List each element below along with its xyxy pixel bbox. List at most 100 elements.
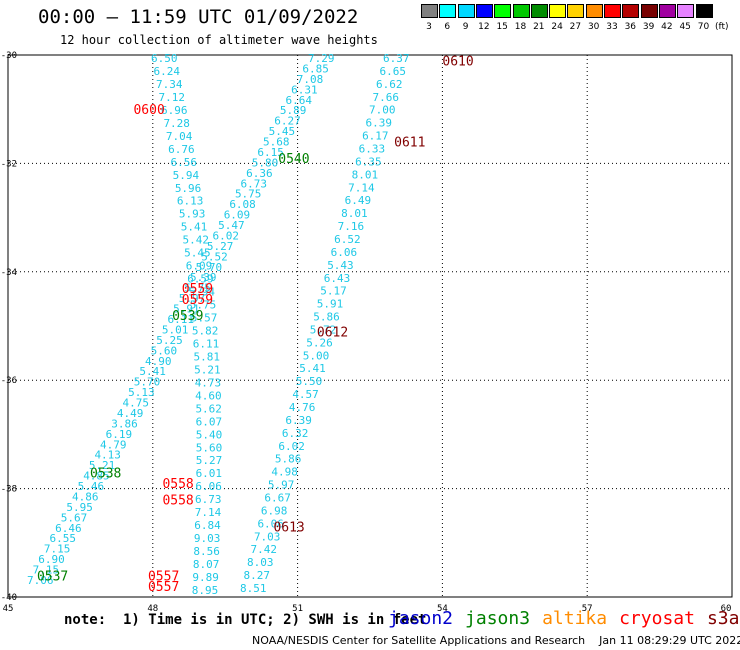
wave-height-value: 5.26	[306, 336, 333, 349]
legend-swatch-label: 30	[587, 22, 600, 32]
wave-height-value: 7.16	[338, 220, 365, 233]
wave-height-value: 5.40	[196, 428, 223, 441]
latitude-tick-label: -30	[1, 51, 17, 61]
wave-height-value: 6.11	[168, 313, 195, 326]
wave-height-value: 8.03	[247, 556, 274, 569]
wave-height-value: 6.27	[274, 115, 301, 128]
wave-height-value: 8.95	[192, 584, 219, 597]
legend-swatch	[439, 4, 457, 18]
legend-swatch	[604, 4, 621, 18]
wave-height-value: 5.94	[189, 286, 216, 299]
wave-height-value: 5.45	[184, 247, 211, 260]
wave-height-value: 7.08	[297, 73, 324, 86]
wave-height-value: 5.75	[190, 299, 217, 312]
wave-height-value: 7.14	[195, 506, 222, 519]
wave-height-value: 6.73	[241, 177, 268, 190]
wave-height-value: 5.70	[134, 376, 161, 389]
satellite-legend-altika: altika	[542, 608, 608, 629]
wave-height-value: 5.81	[194, 350, 221, 363]
wave-height-value: 5.27	[196, 454, 223, 467]
longitude-tick-label: 48	[147, 604, 158, 614]
map-subtitle: 12 hour collection of altimeter wave hei…	[60, 33, 378, 47]
wave-height-value: 5.91	[173, 303, 200, 316]
wave-height-value: 5.97	[268, 479, 295, 492]
legend-swatch-label: 45	[679, 22, 691, 32]
wave-height-value: 4.76	[289, 401, 316, 414]
wave-height-value: 8.01	[341, 207, 368, 220]
wave-height-value: 6.09	[186, 260, 213, 273]
longitude-tick-label: 57	[582, 604, 593, 614]
wave-height-value: 4.98	[271, 466, 298, 479]
legend-swatch	[658, 4, 676, 18]
legend-swatch	[475, 4, 493, 18]
wave-height-value: 7.06	[27, 574, 54, 587]
wave-height-value: 8.27	[243, 569, 269, 582]
wave-height-value: 6.09	[224, 209, 251, 222]
wave-height-value: 7.66	[373, 91, 400, 104]
wave-height-value: 5.86	[313, 311, 340, 324]
wave-height-value: 5.91	[317, 298, 344, 311]
legend-swatch	[585, 4, 603, 18]
wave-height-value: 7.04	[166, 130, 193, 143]
pass-time-label: 0558	[162, 477, 193, 492]
wave-height-value: 5.75	[184, 282, 211, 295]
wave-height-value: 7.34	[156, 78, 183, 91]
legend-swatch-label: 21	[533, 22, 545, 32]
wave-height-value: 6.98	[261, 504, 288, 517]
footnote: note: 1) Time is in UTC; 2) SWH is in fe…	[64, 612, 427, 628]
legend-swatch	[695, 4, 713, 18]
wave-height-value: 5.52	[201, 250, 228, 263]
wave-height-value: 5.93	[179, 208, 206, 221]
wave-height-value: 5.89	[280, 104, 307, 117]
wave-height-value: 8.01	[352, 168, 379, 181]
longitude-tick-label: 54	[437, 604, 448, 614]
wave-height-value: 5.42	[183, 234, 210, 247]
legend-swatch-label: 36	[624, 22, 637, 32]
wave-height-value: 6.64	[286, 94, 313, 107]
wave-height-value: 6.24	[154, 65, 181, 78]
legend-swatch-label: 3	[426, 22, 432, 32]
wave-height-value: 6.67	[264, 492, 291, 505]
legend-swatch-label: 9	[462, 22, 469, 32]
latitude-tick-label: -36	[1, 376, 17, 386]
wave-height-value: 5.46	[78, 480, 105, 493]
wave-height-value: 6.15	[257, 146, 284, 159]
satellite-legend-jason3: jason3	[465, 608, 531, 629]
wave-height-value: 7.29	[308, 52, 335, 65]
wave-height-value: 6.62	[376, 78, 403, 91]
pass-time-label: 0559	[182, 293, 213, 308]
wave-height-value: 5.01	[162, 323, 189, 336]
legend-swatch-label: 70	[697, 22, 710, 32]
map-title: 00:00 – 11:59 UTC 01/09/2022	[38, 6, 359, 28]
wave-height-value: 6.50	[151, 52, 178, 65]
wave-height-value: 4.60	[195, 389, 222, 402]
wave-height-value: 5.00	[303, 349, 330, 362]
wave-height-value: 9.89	[192, 571, 219, 584]
pass-time-label: 0559	[182, 282, 213, 297]
wave-height-value: 6.84	[194, 519, 221, 532]
wave-height-value: 5.45	[269, 125, 296, 138]
wave-height-value: 5.70	[196, 261, 223, 274]
wave-height-value: 5.62	[195, 402, 222, 415]
wave-height-value: 5.41	[181, 221, 208, 234]
wave-height-value: 5.75	[235, 188, 262, 201]
wave-height-value: 7.14	[348, 181, 375, 194]
wave-height-value: 4.85	[83, 470, 110, 483]
pass-time-label: 0540	[278, 152, 309, 167]
credit-line: NOAA/NESDIS Center for Satellite Applica…	[252, 634, 740, 647]
wave-height-value: 8.51	[240, 582, 267, 595]
wave-height-value: 6.65	[380, 65, 407, 78]
wave-height-value: 7.15	[44, 543, 71, 556]
legend-swatch	[567, 4, 585, 18]
wave-height-value: 6.06	[195, 480, 222, 493]
wave-height-value: 5.47	[218, 219, 245, 232]
wave-height-value: 6.85	[302, 62, 329, 75]
pass-time-label: 0537	[37, 569, 68, 584]
wave-height-value: 7.03	[254, 530, 281, 543]
longitude-tick-label: 51	[292, 604, 303, 614]
pass-time-label: 0600	[133, 103, 164, 118]
wave-height-value: 6.19	[106, 428, 132, 441]
wave-height-value: 5.21	[194, 363, 221, 376]
wave-height-value: 6.90	[38, 553, 65, 566]
wave-height-value: 5.27	[207, 240, 234, 253]
